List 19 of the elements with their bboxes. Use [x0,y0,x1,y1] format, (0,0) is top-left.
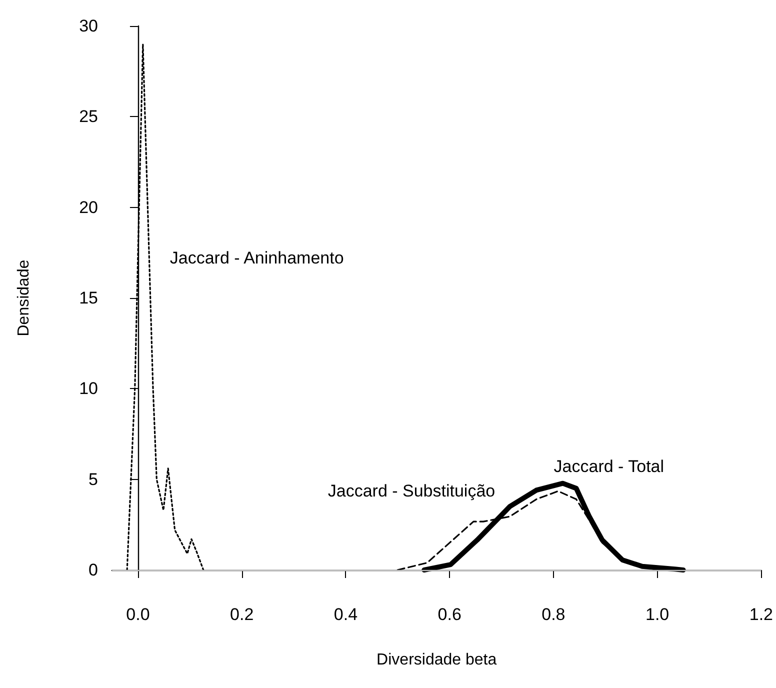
x-tick-label: 1.0 [645,605,670,624]
x-tick-label: 1.2 [749,605,774,624]
y-axis-title: Densidade [16,260,32,336]
y-tick-label: 30 [79,16,98,36]
series-label: Jaccard - Substituição [328,482,496,501]
x-tick-label: 0.0 [126,605,150,624]
x-axis-title: Diversidade beta [376,652,497,668]
y-tick-label: 5 [88,470,98,489]
y-tick-label: 0 [88,560,98,580]
y-tick-label: 20 [79,198,98,217]
series-label: Jaccard - Total [554,456,664,476]
x-tick-label: 0.8 [542,605,566,624]
y-tick-label: 15 [79,288,98,308]
y-tick-label: 10 [79,379,98,398]
x-tick-label: 0.6 [438,605,462,624]
y-tick-label: 25 [79,107,98,126]
x-tick-label: 0.2 [230,605,254,624]
series-label: Jaccard - Aninhamento [170,248,344,268]
x-tick-label: 0.4 [334,605,358,624]
